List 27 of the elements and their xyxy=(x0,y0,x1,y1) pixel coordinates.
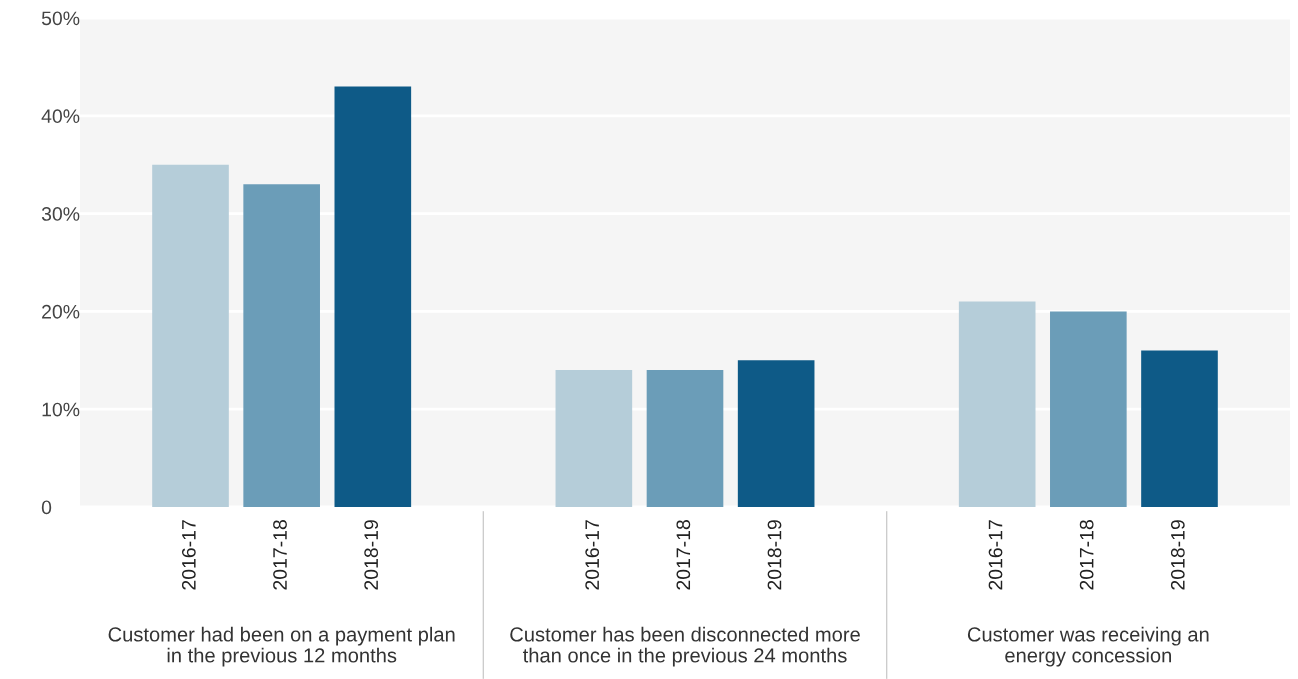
y-tick-label: 0 xyxy=(41,500,52,515)
x-tick-label: Customer has been disconnected more than once in the previous 24 months xyxy=(510,626,860,667)
bar xyxy=(152,164,229,507)
bar xyxy=(555,370,633,507)
x-tick-label: Customer was receiving an energy concession xyxy=(967,626,1209,667)
bar xyxy=(958,301,1036,507)
y-tick-label: 50% xyxy=(41,11,80,26)
text: 2016-17 xyxy=(181,520,196,590)
bar xyxy=(334,86,412,507)
bar xyxy=(737,360,815,507)
bar xyxy=(243,184,320,507)
y-tick-label: 10% xyxy=(42,402,80,417)
y-tick-label: 40% xyxy=(41,109,80,124)
text: 2016-17 xyxy=(585,520,600,590)
text: 2017-18 xyxy=(1079,520,1094,590)
text: 2018-19 xyxy=(364,520,379,590)
text: 2018-19 xyxy=(1170,520,1185,590)
text: 2018-19 xyxy=(767,520,782,590)
text: 2017-18 xyxy=(676,520,691,590)
bar xyxy=(1141,350,1218,507)
bar xyxy=(646,370,724,507)
y-tick-label: 30% xyxy=(41,207,80,221)
bar xyxy=(1050,311,1127,507)
text: 2017-18 xyxy=(273,520,287,590)
text: 2016-17 xyxy=(988,520,1003,590)
x-tick-label: Customer had been on a payment plan in the previous 12 months xyxy=(108,626,455,667)
y-tick-label: 20% xyxy=(42,304,80,319)
